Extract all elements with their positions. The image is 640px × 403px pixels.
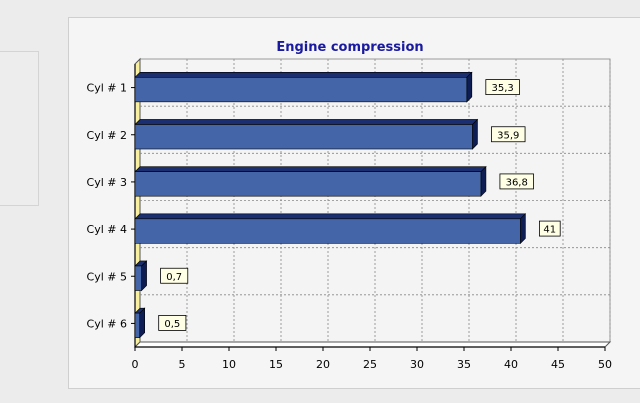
bar-top — [134, 166, 487, 172]
data-label: 41 — [543, 225, 556, 236]
category-label: Cyl # 1 — [87, 82, 127, 95]
bar — [134, 218, 521, 244]
chart-svg: Engine compression 0 5 10 15 20 25 30 35 40 45 50 C… — [87, 40, 612, 371]
left-wall — [134, 57, 141, 349]
bar — [134, 312, 140, 338]
chart-title: Engine compression — [276, 40, 423, 55]
x-tick-label: 50 — [598, 358, 612, 371]
category-label: Cyl # 6 — [87, 317, 127, 330]
x-tick-label: 5 — [179, 358, 186, 371]
bar — [134, 124, 473, 150]
data-label-box — [538, 220, 561, 237]
bar-side — [139, 307, 145, 339]
bar-top — [134, 119, 479, 125]
bar-side — [472, 118, 478, 150]
side-panel — [0, 51, 39, 206]
data-label: 0,5 — [164, 319, 180, 330]
chart-frame: Engine compression 0 5 10 15 20 25 30 35 40 45 50 C… — [68, 17, 640, 389]
category-label: Cyl # 4 — [87, 223, 127, 236]
plot-area: 0 5 10 15 20 25 30 35 40 45 50 Cyl # 1 35,3 Cyl # 2 35… — [87, 57, 612, 371]
x-tick-label: 15 — [269, 358, 283, 371]
x-tick-label: 40 — [504, 358, 518, 371]
data-label: 0,7 — [166, 272, 182, 283]
bar-side — [466, 71, 473, 103]
x-tick-label: 25 — [363, 358, 377, 371]
category-label: Cyl # 2 — [87, 129, 127, 142]
data-label-box — [491, 126, 526, 143]
x-tick-label: 20 — [316, 358, 330, 371]
bar-side — [520, 213, 526, 245]
data-label-box — [160, 267, 189, 284]
bar-top — [134, 213, 527, 220]
data-label-box — [499, 173, 534, 190]
floor — [133, 341, 612, 348]
bar-side — [141, 260, 147, 292]
bar-side — [480, 165, 487, 197]
x-tick-label: 45 — [551, 358, 565, 371]
x-tick-label: 35 — [457, 358, 471, 371]
data-label-box — [158, 315, 187, 331]
x-tick-label: 0 — [132, 358, 139, 371]
data-label: 35,9 — [497, 130, 519, 141]
data-label: 35,3 — [491, 83, 513, 94]
category-label: Cyl # 5 — [87, 270, 127, 283]
bar-top — [134, 72, 473, 78]
bar — [134, 77, 468, 103]
data-label: 36,8 — [506, 177, 528, 188]
bar — [134, 265, 142, 291]
data-label-box — [485, 79, 520, 95]
category-label: Cyl # 3 — [87, 176, 127, 189]
x-tick-label: 30 — [410, 358, 424, 371]
x-tick-label: 10 — [222, 358, 236, 371]
bar — [134, 171, 482, 197]
